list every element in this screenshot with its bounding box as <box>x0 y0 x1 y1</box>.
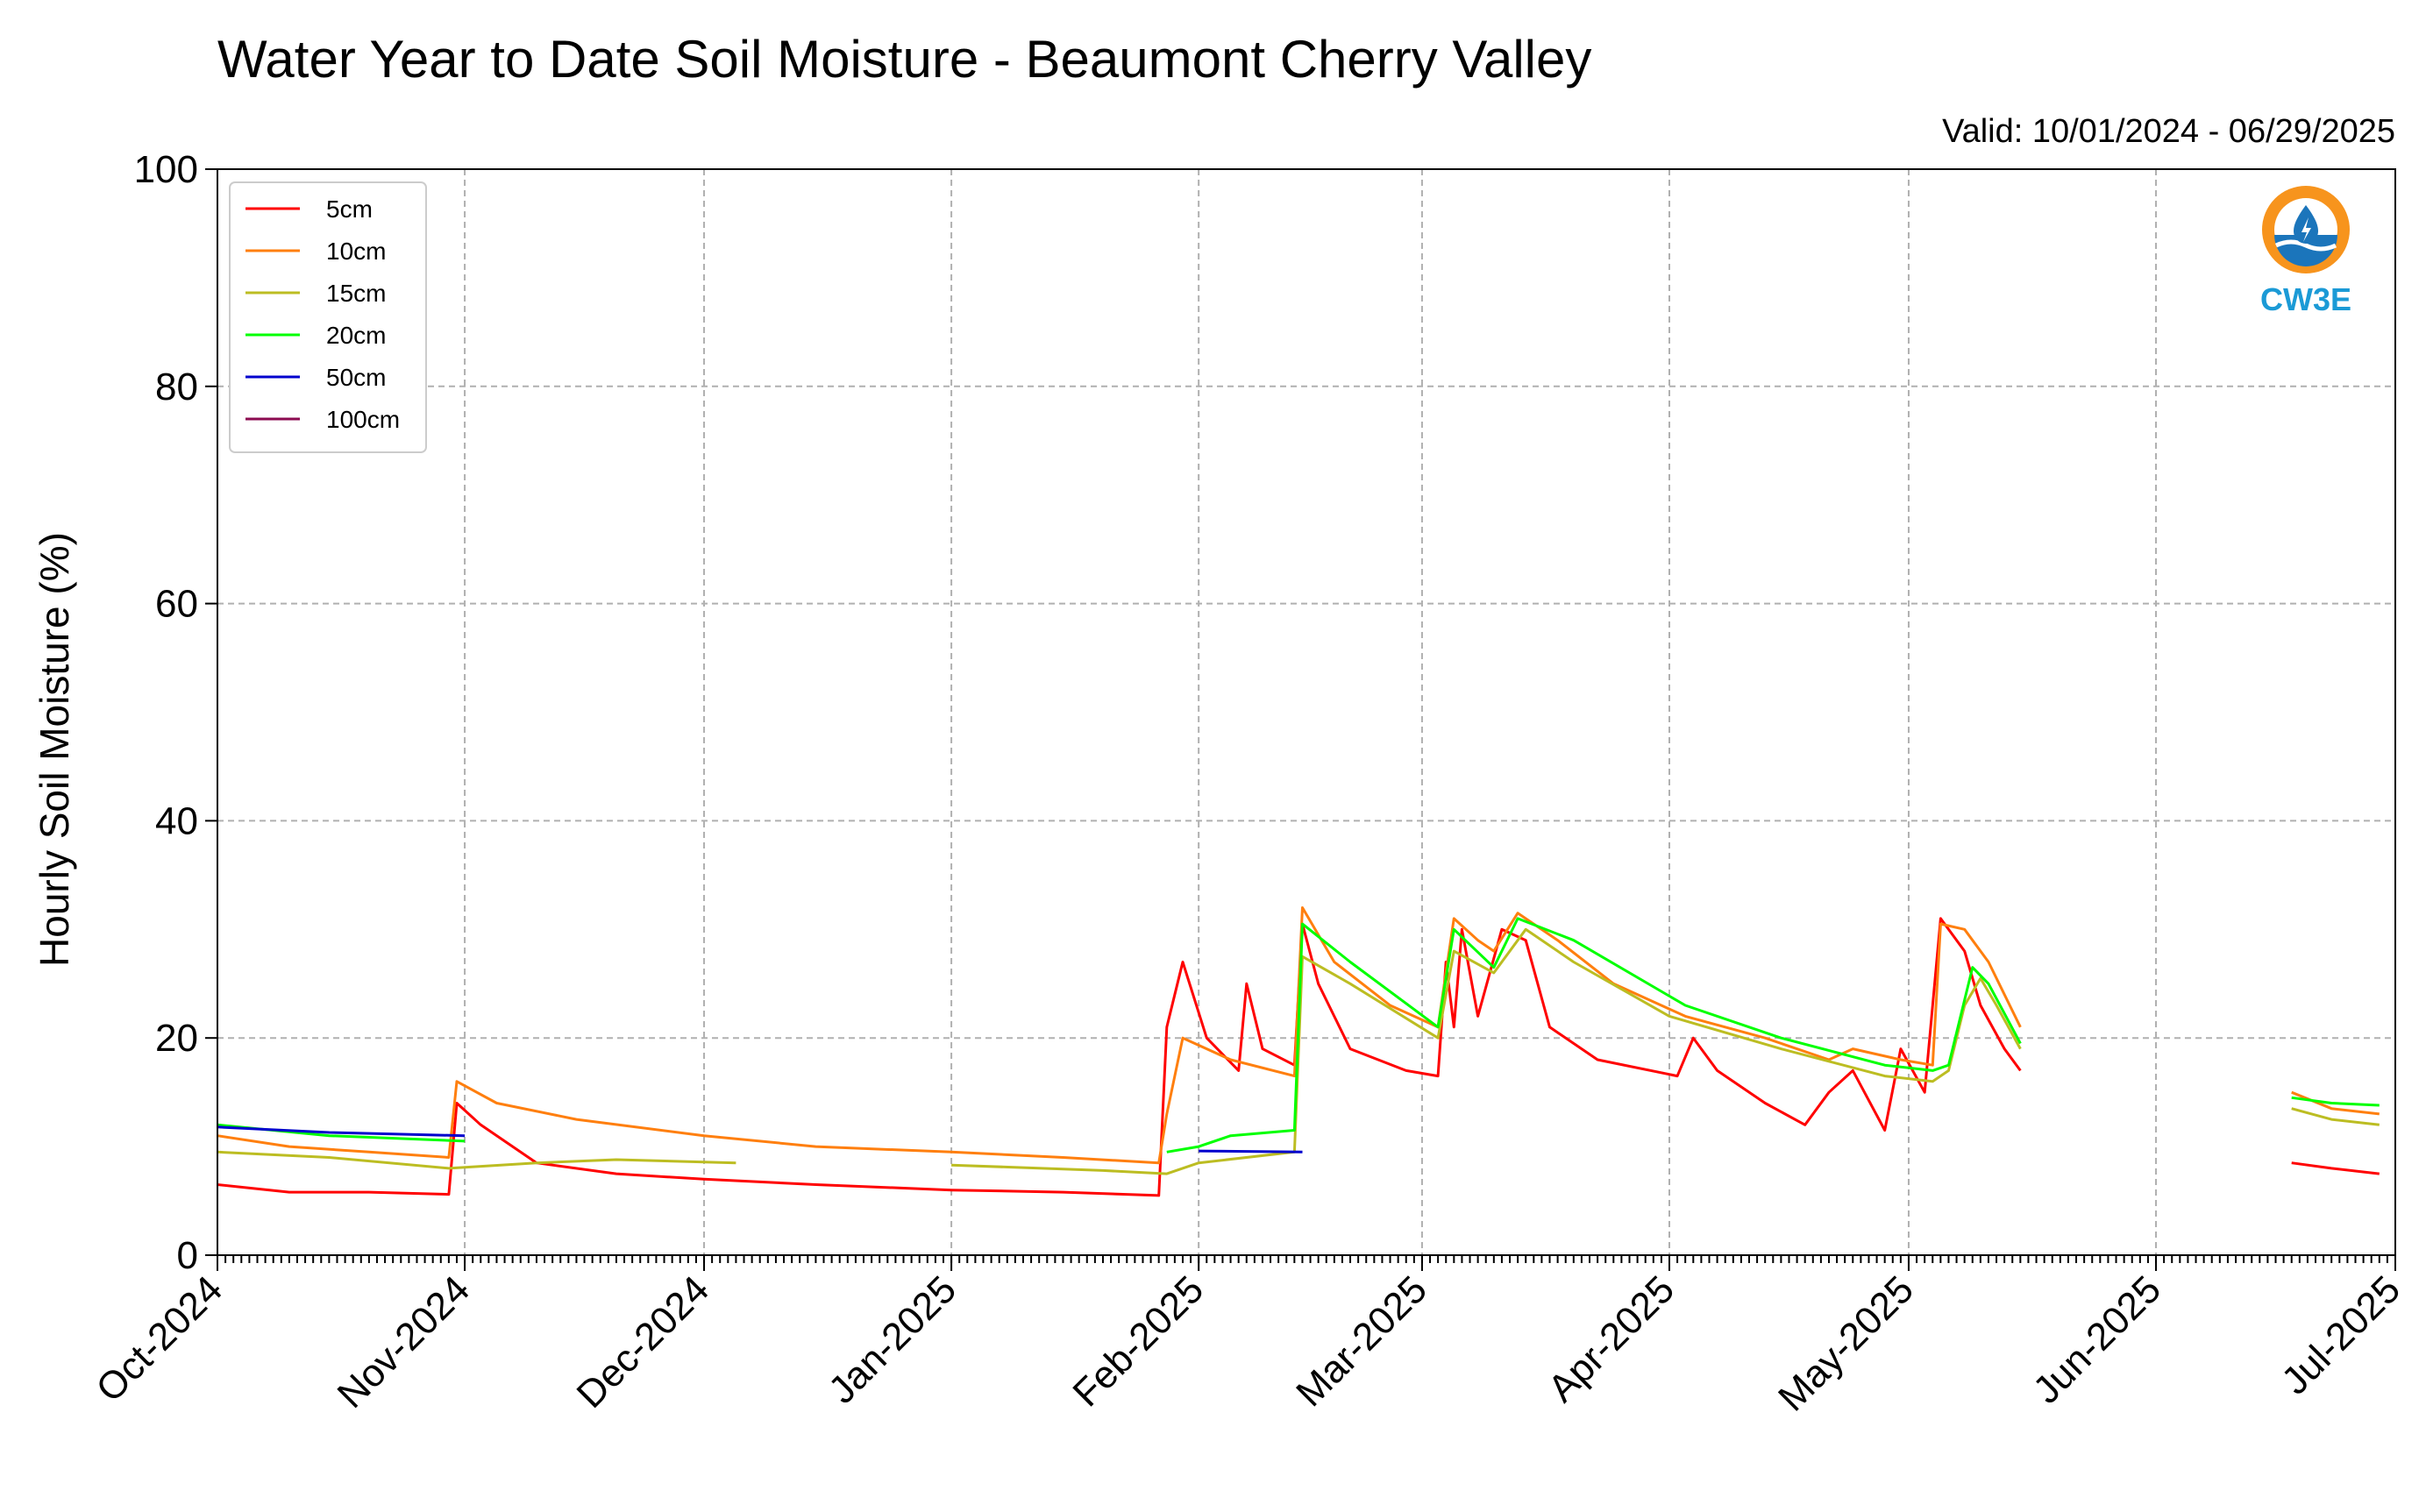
y-tick-label: 80 <box>155 366 198 408</box>
x-tick-label: Oct-2024 <box>88 1267 231 1410</box>
y-tick-label: 0 <box>177 1234 198 1277</box>
x-tick-label: Jun-2025 <box>2025 1267 2169 1411</box>
legend-label-50cm: 50cm <box>326 364 386 391</box>
y-tick-label: 40 <box>155 799 198 842</box>
grid-lines <box>217 168 2396 1256</box>
legend-label-20cm: 20cm <box>326 322 386 349</box>
legend-label-100cm: 100cm <box>326 406 400 433</box>
axes: Oct-2024 Nov-2024 Dec-2024 Jan-2025 Feb-2025… <box>88 148 2408 1419</box>
chart-title: Water Year to Date Soil Moisture - Beaum… <box>217 30 1591 89</box>
x-tick-label: Feb-2025 <box>1064 1267 1212 1415</box>
cw3e-logo: CW3E <box>2260 186 2351 317</box>
x-tick-label: Apr-2025 <box>1540 1267 1683 1410</box>
series-line-5cm <box>217 917 2380 1197</box>
y-tick-label: 20 <box>155 1017 198 1060</box>
legend-label-10cm: 10cm <box>326 238 386 265</box>
x-tick-label: Jan-2025 <box>821 1267 964 1411</box>
legend-label-5cm: 5cm <box>326 195 373 223</box>
series-lines <box>217 906 2380 1197</box>
lightning-icon <box>2301 217 2311 242</box>
series-line-20cm <box>217 917 2380 1154</box>
x-tick-label: Nov-2024 <box>330 1267 479 1416</box>
y-tick-label: 100 <box>134 148 198 191</box>
series-line-10cm <box>217 906 2380 1165</box>
logo-wave-line <box>2274 239 2337 252</box>
x-tick-label: Mar-2025 <box>1288 1267 1435 1415</box>
legend: 5cm 10cm 15cm 20cm 50cm 100cm <box>229 181 427 453</box>
x-tick-label: May-2025 <box>1770 1267 1922 1419</box>
y-axis-label: Hourly Soil Moisture (%) <box>32 532 77 967</box>
series-line-50cm <box>217 1125 1303 1154</box>
x-tick-label: Jul-2025 <box>2273 1267 2408 1402</box>
y-tick-label: 60 <box>155 583 198 626</box>
x-tick-label: Dec-2024 <box>569 1267 718 1416</box>
plot-frame <box>217 168 2396 1256</box>
valid-date-range: Valid: 10/01/2024 - 06/29/2025 <box>1942 113 2395 150</box>
logo-text: CW3E <box>2260 281 2351 317</box>
legend-label-15cm: 15cm <box>326 280 386 307</box>
